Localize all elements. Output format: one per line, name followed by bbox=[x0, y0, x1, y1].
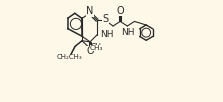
Text: N: N bbox=[86, 6, 94, 16]
Text: N: N bbox=[86, 6, 94, 16]
Text: NH: NH bbox=[99, 31, 113, 40]
Text: CH₂CH₃: CH₂CH₃ bbox=[57, 54, 83, 60]
Text: CH₃: CH₃ bbox=[91, 43, 105, 52]
Text: NH: NH bbox=[121, 29, 134, 38]
Text: NH: NH bbox=[100, 30, 113, 39]
Text: O: O bbox=[116, 6, 124, 16]
Text: CH₃: CH₃ bbox=[90, 45, 103, 51]
Text: S: S bbox=[102, 13, 108, 23]
Text: O: O bbox=[117, 6, 124, 16]
Text: O: O bbox=[86, 47, 94, 57]
Text: NH: NH bbox=[121, 28, 134, 37]
Text: S: S bbox=[103, 14, 109, 24]
Text: O: O bbox=[87, 46, 94, 56]
